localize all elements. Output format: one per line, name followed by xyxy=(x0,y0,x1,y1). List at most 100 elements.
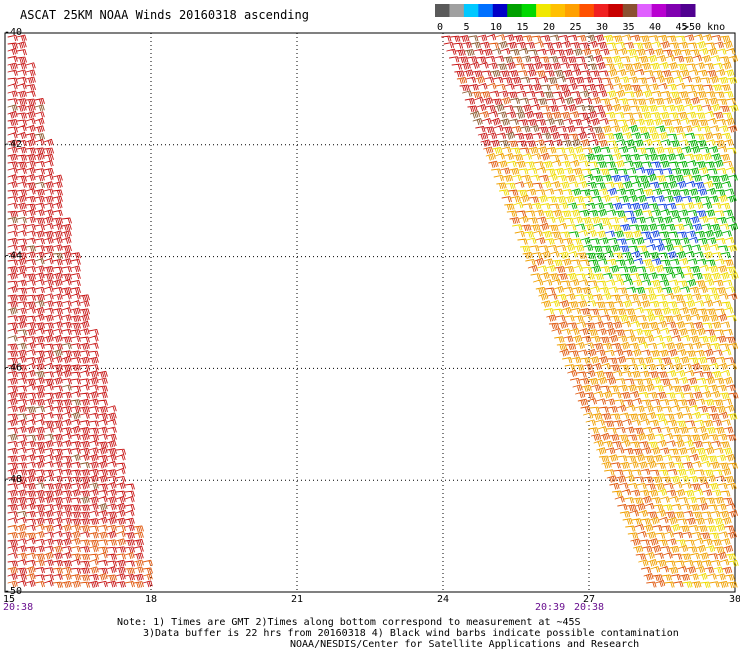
wind-barb xyxy=(607,119,618,126)
wind-barb xyxy=(707,335,718,343)
wind-barb xyxy=(592,342,604,350)
wind-barb xyxy=(88,391,99,399)
wind-barb xyxy=(561,306,572,315)
wind-barb xyxy=(627,482,638,490)
wind-barb xyxy=(719,321,731,328)
wind-barb xyxy=(616,238,627,245)
wind-barb xyxy=(652,286,663,294)
wind-barb xyxy=(16,552,27,560)
wind-barb xyxy=(640,518,651,525)
wind-barb xyxy=(106,530,117,539)
wind-barb xyxy=(555,75,566,83)
wind-barb xyxy=(689,335,700,343)
wind-barb xyxy=(677,209,688,217)
wind-barb xyxy=(34,313,45,321)
wind-barb xyxy=(647,559,658,567)
wind-barb xyxy=(710,440,721,447)
wind-barb xyxy=(630,419,641,426)
wind-barb xyxy=(664,413,675,420)
wind-barb xyxy=(640,231,652,238)
wind-barb xyxy=(43,454,54,461)
wind-barb xyxy=(615,475,626,483)
wind-barb xyxy=(584,105,595,112)
wind-barb xyxy=(106,496,117,504)
wind-barb xyxy=(604,111,616,119)
wind-barb xyxy=(486,82,497,90)
wind-barb xyxy=(582,147,593,154)
wind-barb xyxy=(616,287,628,294)
wind-barb xyxy=(707,504,718,511)
wind-barb xyxy=(686,209,698,217)
wind-barb xyxy=(124,483,135,490)
wind-barb xyxy=(606,475,617,483)
wind-barb xyxy=(659,378,671,386)
wind-barb xyxy=(634,118,645,126)
legend-swatch xyxy=(507,4,523,17)
wind-barb xyxy=(595,111,607,119)
wind-barb xyxy=(627,195,638,203)
wind-barb xyxy=(25,532,36,540)
wind-barb xyxy=(691,174,702,182)
wind-barb xyxy=(631,469,642,476)
wind-barb xyxy=(613,469,624,476)
wind-barb xyxy=(548,273,559,281)
wind-barb xyxy=(106,412,117,420)
wind-barb xyxy=(115,530,126,538)
wind-barb xyxy=(670,455,682,462)
wind-barb xyxy=(637,461,648,469)
wind-barb xyxy=(646,126,657,134)
wind-barb xyxy=(34,460,45,469)
wind-barb xyxy=(553,285,564,294)
wind-barb xyxy=(727,509,738,518)
wind-barb xyxy=(52,426,63,433)
wind-barb xyxy=(70,504,81,512)
wind-barb xyxy=(79,440,90,448)
wind-barb xyxy=(594,252,605,260)
wind-barb xyxy=(475,126,486,133)
wind-barb xyxy=(588,308,599,315)
wind-barb xyxy=(599,168,610,176)
wind-barb xyxy=(680,49,691,56)
wind-barb xyxy=(723,139,734,147)
wind-barb xyxy=(724,357,735,364)
wind-barb xyxy=(541,181,552,189)
wind-barb xyxy=(677,497,688,504)
wind-barb xyxy=(52,223,63,231)
wind-barb xyxy=(52,287,63,294)
wind-barb xyxy=(106,580,117,588)
wind-barb xyxy=(609,364,620,372)
wind-barb xyxy=(637,509,648,518)
pass-time-label: 20:38 xyxy=(574,602,604,613)
wind-barb xyxy=(544,287,556,294)
wind-barb xyxy=(25,378,36,386)
lat-tick-label: -46 xyxy=(4,362,22,373)
wind-barb xyxy=(684,300,695,308)
wind-barb xyxy=(647,223,658,231)
wind-barb xyxy=(97,391,108,399)
wind-barb xyxy=(618,146,629,154)
wind-barb xyxy=(576,371,587,378)
wind-barb xyxy=(532,112,544,119)
wind-barb xyxy=(559,231,571,238)
wind-barb xyxy=(709,461,720,469)
wind-barb xyxy=(25,426,36,434)
wind-barb xyxy=(7,230,18,237)
wind-barb xyxy=(477,132,489,140)
wind-barb xyxy=(43,322,54,329)
wind-barb xyxy=(569,159,580,167)
wind-barb xyxy=(668,377,680,384)
wind-barb xyxy=(61,236,72,244)
wind-barb xyxy=(648,35,659,42)
wind-barb xyxy=(690,363,701,371)
wind-barb xyxy=(554,49,565,56)
wind-barb xyxy=(632,279,643,287)
wind-barb xyxy=(641,495,652,504)
wind-barb xyxy=(653,216,664,224)
wind-barb xyxy=(34,238,45,245)
wind-barb xyxy=(7,77,18,84)
wind-barb xyxy=(656,223,667,231)
wind-barb xyxy=(7,181,18,189)
wind-barb xyxy=(34,574,45,581)
wind-barb xyxy=(43,343,54,350)
wind-barb xyxy=(70,391,81,398)
